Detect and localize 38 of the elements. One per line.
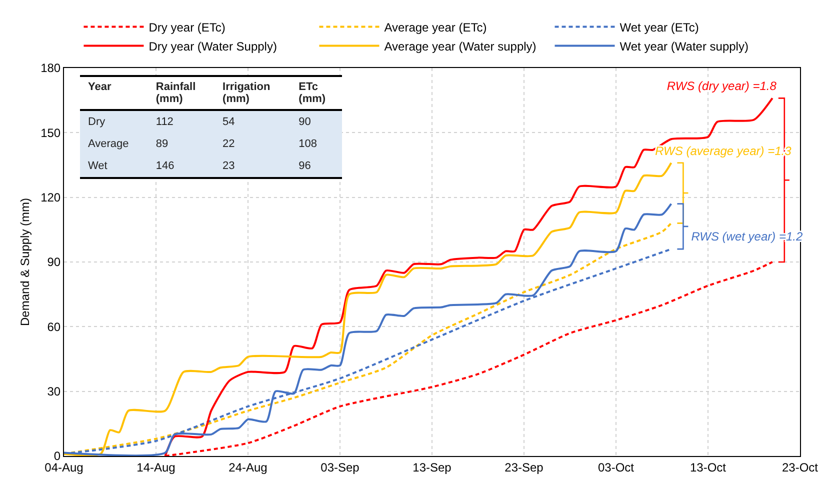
x-tick-label: 13-Oct xyxy=(690,460,727,474)
annotation: 54 xyxy=(214,110,291,133)
legend-label: Wet year (ETc) xyxy=(620,20,699,34)
x-tick-label: 03-Sep xyxy=(320,460,360,474)
y-tick-label: 180 xyxy=(40,61,61,76)
x-tick-label: 23-Oct xyxy=(782,460,819,474)
annotation: Irrigation (mm) xyxy=(222,80,272,107)
annotation: Year xyxy=(87,80,112,95)
annotation: 112 xyxy=(148,110,215,133)
x-tick-label: 14-Aug xyxy=(136,460,176,474)
annotation: 22 xyxy=(214,133,291,155)
annotation: 89 xyxy=(148,133,215,155)
annotation: Dry xyxy=(80,110,148,133)
legend-label: Average year (ETc) xyxy=(384,20,487,34)
annotation: Average xyxy=(80,133,148,155)
y-tick-label: 90 xyxy=(47,255,61,270)
y-tick-label: 60 xyxy=(47,320,61,334)
annotation: RWS (dry year) =1.8 xyxy=(666,79,777,94)
annotation: ETc (mm) xyxy=(298,80,327,107)
annotation: 108 xyxy=(290,133,342,155)
legend-label: Average year (Water supply) xyxy=(384,39,536,54)
annotation: 96 xyxy=(290,155,342,178)
annotation: 23 xyxy=(214,155,291,178)
annotation: 90 xyxy=(290,110,342,133)
y-axis-title: Demand & Supply (mm) xyxy=(18,198,32,326)
x-tick-label: 23-Sep xyxy=(504,460,544,474)
legend-label: Wet year (Water supply) xyxy=(620,39,748,54)
y-tick-label: 150 xyxy=(40,126,61,140)
x-tick-label: 13-Sep xyxy=(412,460,452,474)
annotation: 146 xyxy=(148,155,215,178)
legend-label: Dry year (ETc) xyxy=(148,20,226,34)
x-tick-label: 24-Aug xyxy=(228,460,268,474)
y-tick-label: 120 xyxy=(40,190,61,205)
annotation: Rainfall (mm) xyxy=(154,80,197,107)
y-tick-label: 30 xyxy=(47,384,61,399)
legend-label: Dry year (Water Supply) xyxy=(148,39,277,54)
x-tick-label: 03-Oct xyxy=(598,460,635,474)
annotation: Wet xyxy=(80,155,148,178)
